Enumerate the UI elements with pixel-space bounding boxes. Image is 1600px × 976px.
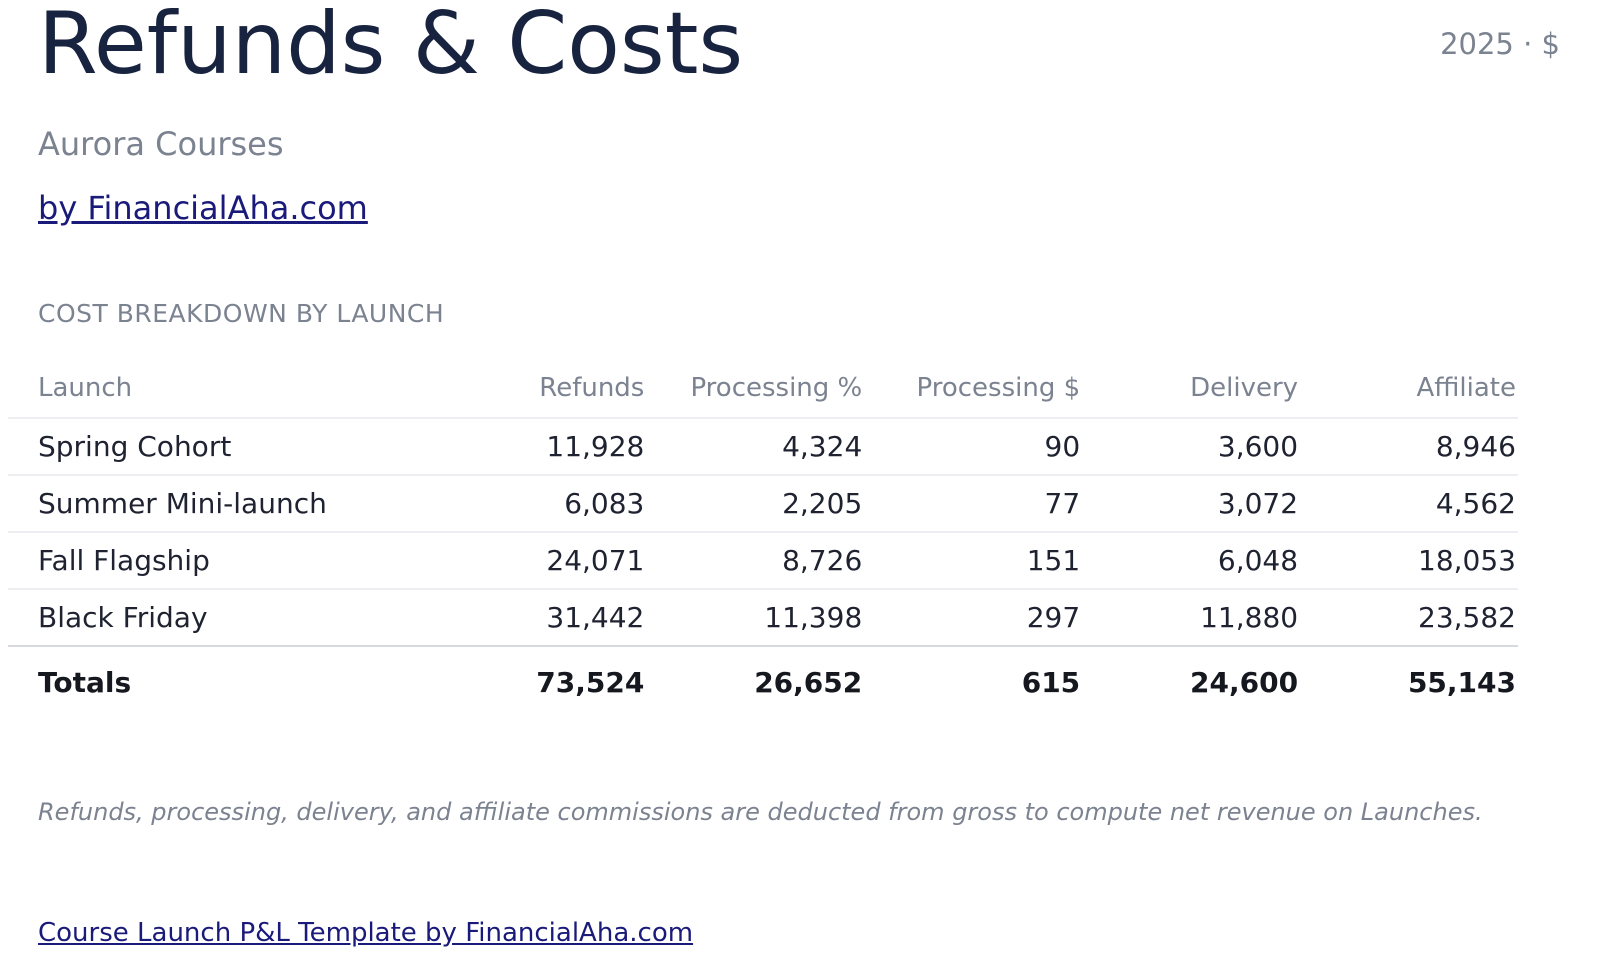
processing-percent-cell: 4,324 xyxy=(646,418,865,476)
affiliate-cell: 23,582 xyxy=(1300,589,1518,647)
refunds-cell: 24,071 xyxy=(461,532,647,590)
processing-dollars-cell: 297 xyxy=(864,589,1083,647)
launch-name: Black Friday xyxy=(8,589,462,647)
processing-percent-cell: 2,205 xyxy=(646,475,865,533)
processing-dollars-cell: 151 xyxy=(864,532,1083,590)
total-processing-dollars: 615 xyxy=(1021,666,1081,699)
processing-percent-cell: 11,398 xyxy=(646,589,865,647)
refunds-cell: 11,928 xyxy=(461,418,647,476)
delivery-cell: 3,072 xyxy=(1082,475,1301,533)
column-header-processing-percent: Processing % xyxy=(646,358,865,419)
delivery-cell: 11,880 xyxy=(1082,589,1301,647)
refunds-cell: 6,083 xyxy=(461,475,647,533)
launch-name: Fall Flagship xyxy=(8,532,462,590)
cost-breakdown-table: Launch Refunds Processing % Processing $… xyxy=(8,358,1518,718)
table-row: Black Friday 31,442 11,398 297 11,880 23… xyxy=(8,589,1518,647)
section-heading: COST BREAKDOWN BY LAUNCH xyxy=(38,299,445,328)
processing-percent-cell: 8,726 xyxy=(646,532,865,590)
affiliate-cell: 8,946 xyxy=(1300,418,1518,476)
table-header-row: Launch Refunds Processing % Processing $… xyxy=(8,358,1518,419)
processing-dollars-cell: 90 xyxy=(864,418,1083,476)
page-title: Refunds & Costs xyxy=(38,0,744,94)
delivery-cell: 3,600 xyxy=(1082,418,1301,476)
column-header-delivery: Delivery xyxy=(1082,358,1301,419)
column-header-launch: Launch xyxy=(8,358,462,419)
launch-name: Summer Mini-launch xyxy=(8,475,462,533)
column-header-affiliate: Affiliate xyxy=(1300,358,1518,419)
period-label: 2025 · $ xyxy=(1440,27,1560,61)
affiliate-cell: 18,053 xyxy=(1300,532,1518,590)
refunds-cell: 31,442 xyxy=(461,589,647,647)
table-row: Summer Mini-launch 6,083 2,205 77 3,072 … xyxy=(8,475,1518,533)
launch-name: Spring Cohort xyxy=(8,418,462,476)
footnote: Refunds, processing, delivery, and affil… xyxy=(38,798,1483,826)
totals-label: Totals xyxy=(38,666,132,699)
processing-dollars-cell: 77 xyxy=(864,475,1083,533)
table-row: Fall Flagship 24,071 8,726 151 6,048 18,… xyxy=(8,532,1518,590)
company-name: Aurora Courses xyxy=(38,125,284,163)
total-refunds: 73,524 xyxy=(536,666,645,699)
total-delivery: 24,600 xyxy=(1190,666,1299,699)
template-credit-link[interactable]: Course Launch P&L Template by FinancialA… xyxy=(38,918,694,948)
delivery-cell: 6,048 xyxy=(1082,532,1301,590)
affiliate-cell: 4,562 xyxy=(1300,475,1518,533)
totals-row: Totals 73,524 26,652 615 24,600 55,143 xyxy=(8,646,1518,718)
total-affiliate: 55,143 xyxy=(1407,666,1516,699)
table-row: Spring Cohort 11,928 4,324 90 3,600 8,94… xyxy=(8,418,1518,476)
byline-link[interactable]: by FinancialAha.com xyxy=(38,189,368,227)
column-header-refunds: Refunds xyxy=(461,358,647,419)
column-header-processing-dollars: Processing $ xyxy=(864,358,1083,419)
total-processing-percent: 26,652 xyxy=(754,666,863,699)
